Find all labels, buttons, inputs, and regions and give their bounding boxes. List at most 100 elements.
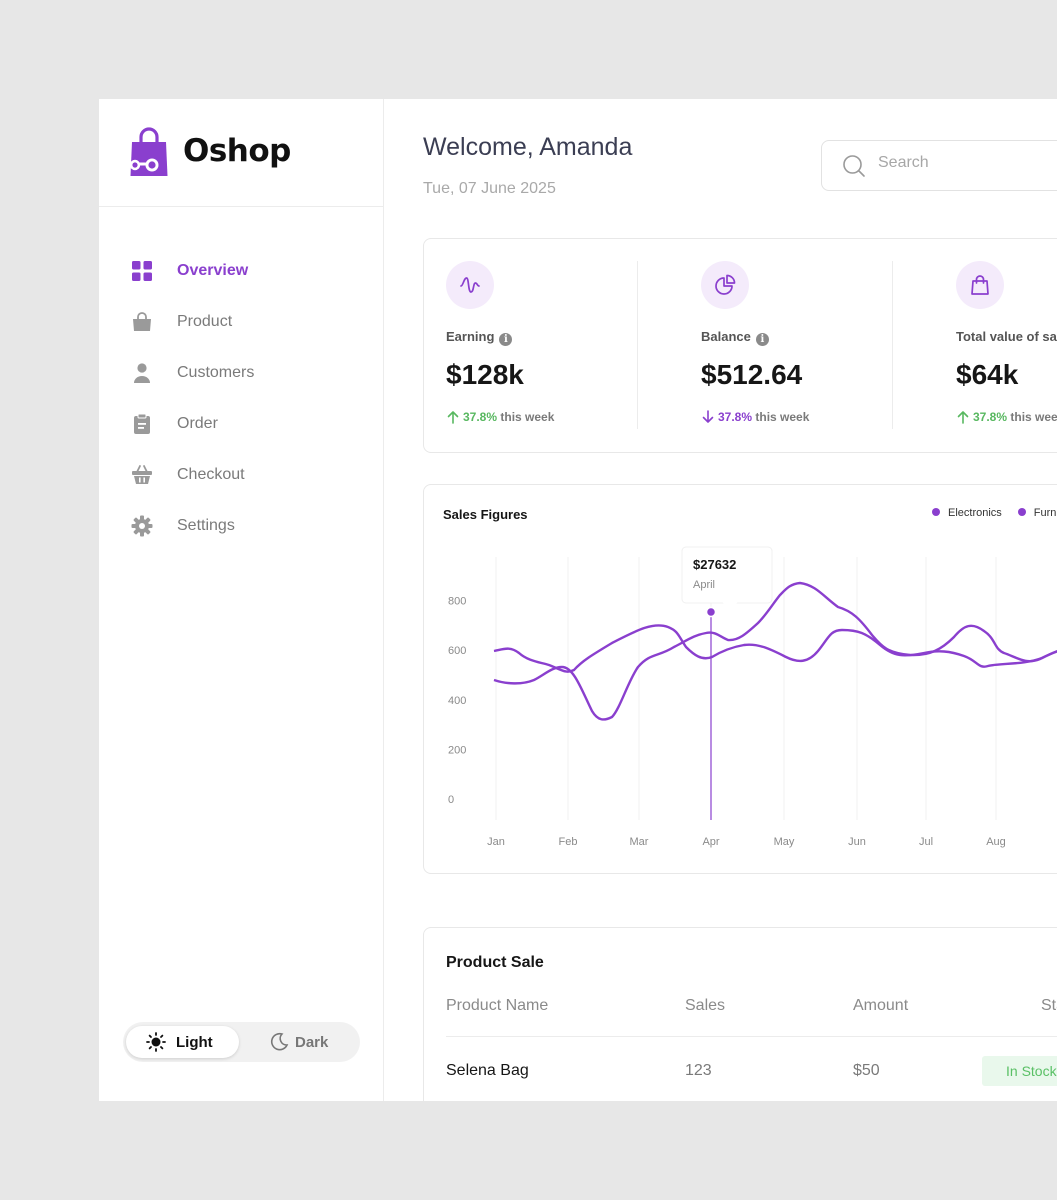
tooltip-pointer xyxy=(722,602,738,609)
search-icon xyxy=(843,155,865,177)
theme-light-option[interactable]: Light xyxy=(126,1026,239,1058)
legend-dot xyxy=(1017,508,1026,516)
sidebar-item-order[interactable]: Order xyxy=(99,402,384,453)
y-tick-label: 0 xyxy=(448,794,454,806)
stat-icon-badge xyxy=(446,261,494,309)
status-badge: In Stock xyxy=(982,1056,1057,1086)
theme-dark-label: Dark xyxy=(295,1034,329,1051)
arrow-down-icon xyxy=(702,410,714,423)
product-sale-card: Product Sale Product Name Sales Amount S… xyxy=(423,927,1057,1101)
current-date: Tue, 07 June 2025 xyxy=(423,180,556,197)
theme-dark-option[interactable]: Dark xyxy=(249,1026,357,1058)
series-line-electronics xyxy=(493,624,1057,673)
sidebar-item-label: Order xyxy=(177,415,218,432)
y-tick-label: 400 xyxy=(448,695,466,707)
stat-change: 37.8% this week xyxy=(701,410,809,424)
sales-chart-card: Jan Feb Mar Apr May Jun Jul Aug 800 600 400 200 0 $27… xyxy=(423,484,1057,874)
sidebar-item-label: Settings xyxy=(177,517,235,534)
sidebar-item-label: Customers xyxy=(177,364,255,381)
tooltip-label: April xyxy=(693,579,715,591)
x-tick-label: Jul xyxy=(919,836,933,848)
sidebar-item-product[interactable]: Product xyxy=(99,300,384,351)
sidebar-item-label: Product xyxy=(177,313,233,330)
info-icon[interactable]: i xyxy=(755,333,769,346)
stat-balance: Balance i $512.64 37.8% this week xyxy=(679,239,934,452)
x-tick-label: May xyxy=(774,836,795,848)
stat-icon-badge xyxy=(956,261,1004,309)
stat-change-percent: 37.8% xyxy=(973,410,1008,424)
table-title: Product Sale xyxy=(446,954,544,971)
sidebar-nav: Overview Product Customers xyxy=(99,249,384,555)
x-tick-label: Mar xyxy=(630,836,649,848)
page-title: Welcome, Amanda xyxy=(423,133,633,161)
stat-label: Total value of salesi xyxy=(956,329,1057,344)
y-tick-label: 800 xyxy=(448,596,466,608)
gear-icon xyxy=(131,515,153,537)
cell-sales: 123 xyxy=(685,1062,712,1079)
chart-legend: Electronics Furniture xyxy=(932,507,1057,519)
sales-line-chart: Jan Feb Mar Apr May Jun Jul Aug 800 600 400 200 0 $27… xyxy=(448,546,1057,848)
stat-value: $64k xyxy=(956,359,1019,390)
stat-change: 37.8% this week xyxy=(446,410,554,424)
column-header-sales[interactable]: Sales xyxy=(685,997,726,1014)
pie-chart-icon xyxy=(715,274,736,295)
table-divider xyxy=(446,1036,1057,1037)
chart-title: Sales Figures xyxy=(443,507,528,522)
legend-dot xyxy=(932,508,940,516)
sidebar: Oshop Overview Product xyxy=(99,99,384,1101)
stat-change-percent: 37.8% xyxy=(463,410,498,424)
series-line-furniture xyxy=(493,581,1057,721)
sun-icon xyxy=(146,1032,166,1052)
x-tick-label: Apr xyxy=(702,836,719,848)
column-header-amount[interactable]: Amount xyxy=(853,997,909,1014)
stat-change-suffix: this week xyxy=(500,410,555,424)
tooltip-value: $27632 xyxy=(693,557,736,572)
stat-value: $512.64 xyxy=(701,359,803,390)
basket-icon xyxy=(132,465,152,484)
shopping-bag-icon xyxy=(971,275,989,295)
brand-header: Oshop xyxy=(99,99,383,207)
arrow-up-icon xyxy=(447,411,459,424)
stat-icon-badge xyxy=(701,261,749,309)
bag-icon xyxy=(133,312,151,331)
sidebar-item-label: Overview xyxy=(177,262,249,279)
user-icon xyxy=(134,363,150,383)
x-tick-label: Jun xyxy=(848,836,866,848)
stat-change-suffix: this week xyxy=(1010,410,1057,424)
y-tick-label: 600 xyxy=(448,645,466,657)
column-header-status[interactable]: Status xyxy=(1041,997,1057,1014)
stat-divider xyxy=(637,261,638,429)
cell-amount: $50 xyxy=(853,1062,880,1079)
app-window: Oshop Overview Product xyxy=(99,99,1057,1101)
stat-label: Balance i xyxy=(701,329,769,346)
arrow-up-icon xyxy=(957,411,969,424)
search-input[interactable] xyxy=(878,154,1057,172)
sidebar-item-checkout[interactable]: Checkout xyxy=(99,453,384,504)
stat-earning: Earning i $128k 37.8% this week xyxy=(424,239,679,452)
brand-name: Oshop xyxy=(183,133,291,169)
theme-toggle: Light Dark xyxy=(123,1022,360,1062)
column-header-product-name[interactable]: Product Name xyxy=(446,997,549,1014)
pulse-icon xyxy=(460,277,480,293)
legend-item-electronics[interactable]: Electronics xyxy=(932,507,1002,519)
x-tick-label: Feb xyxy=(559,836,578,848)
stat-total-sales: Total value of salesi $64k 37.8% this we… xyxy=(934,239,1057,452)
shopping-bag-logo-icon xyxy=(129,127,168,176)
y-tick-label: 200 xyxy=(448,744,466,756)
cell-product-name: Selena Bag xyxy=(446,1062,529,1079)
sidebar-item-customers[interactable]: Customers xyxy=(99,351,384,402)
stat-value: $128k xyxy=(446,359,524,390)
sidebar-item-settings[interactable]: Settings xyxy=(99,504,384,555)
stat-change: 37.8% this week xyxy=(956,410,1057,424)
stat-divider xyxy=(892,261,893,429)
sidebar-item-label: Checkout xyxy=(177,466,245,483)
tooltip-box xyxy=(681,546,773,604)
legend-item-furniture[interactable]: Furniture xyxy=(1017,507,1057,519)
info-icon[interactable]: i xyxy=(499,333,513,346)
x-tick-label: Aug xyxy=(986,836,1006,848)
sidebar-item-overview[interactable]: Overview xyxy=(99,249,384,300)
tooltip-point xyxy=(705,606,717,618)
x-tick-label: Jan xyxy=(487,836,505,848)
stat-label: Earning i xyxy=(446,329,513,346)
stat-change-percent: 37.8% xyxy=(718,410,753,424)
